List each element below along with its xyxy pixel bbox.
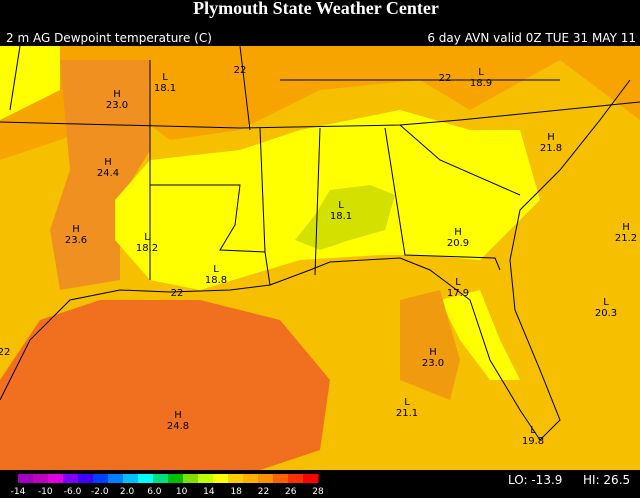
extreme-kind: L [455,277,461,288]
colorbar-swatch [213,474,229,483]
contour-label: 22 [439,73,452,84]
colorbar-label: 22 [258,487,269,497]
extreme-value: 24.4 [97,168,119,179]
colorbar-swatch [183,474,199,483]
colorbar-swatch [63,474,79,483]
state-line [259,124,521,276]
extreme-kind: L [338,200,344,211]
contour-label: 22 [0,347,10,358]
extreme-value: 23.6 [65,235,87,246]
colorbar-swatch [228,474,244,483]
state-line [150,184,271,286]
colorbar-label: 26 [285,487,297,497]
field-orange [400,290,460,400]
extreme-kind: H [72,224,80,235]
colorbar: -14 -10 -6.0 -2.0 2.0 6.0 10 14 18 22 26 28 [11,474,324,497]
extreme-value: 18.2 [136,243,158,254]
extreme-kind: H [547,132,555,143]
colorbar-label: 14 [203,487,215,497]
extreme-value: 19.8 [522,436,544,447]
colorbar-swatch [93,474,109,483]
contour-label: 22 [234,65,247,76]
colorbar-swatch [18,474,34,483]
extreme-kind: H [429,347,437,358]
extreme-value: 21.1 [396,408,418,419]
colorbar-swatch [258,474,274,483]
extreme-kind: H [104,157,112,168]
field-yellow [440,290,520,380]
extreme-value: 24.8 [167,421,189,432]
state-line [9,45,560,131]
extreme-value: 18.1 [330,211,352,222]
field-dark-orange [50,60,150,290]
extreme-kind: H [113,89,121,100]
extreme-value: 23.0 [422,358,444,369]
subtitle-right: 6 day AVN valid 0Z TUE 31 MAY 11 [427,31,636,45]
extreme-kind: H [622,222,630,233]
extreme-value: 21.8 [540,143,562,154]
colorbar-label: 28 [312,487,324,497]
high-value: HI: 26.5 [583,473,630,487]
colorbar-label: -10 [38,487,53,497]
colorbar-swatch [198,474,214,483]
colorbar-label: 6.0 [147,487,162,497]
colorbar-label: -2.0 [91,487,109,497]
colorbar-swatch [108,474,124,483]
extreme-kind: L [530,425,536,436]
colorbar-swatch [168,474,184,483]
colorbar-swatch [303,474,319,483]
extreme-value: 18.1 [154,83,176,94]
extreme-kind: L [144,232,150,243]
extreme-kind: L [404,397,410,408]
contour-label: 22 [171,288,184,299]
colorbar-swatch [48,474,64,483]
field-red-orange [0,300,330,470]
map-area [0,45,640,470]
extreme-kind: L [603,297,609,308]
colorbar-label: 2.0 [120,487,135,497]
low-value: LO: -13.9 [508,473,562,487]
extreme-kind: L [478,67,484,78]
colorbar-swatch [243,474,259,483]
colorbar-swatch [78,474,94,483]
extreme-value: 18.9 [470,78,492,89]
colorbar-label: 18 [230,487,242,497]
extreme-value: 17.9 [447,288,469,299]
colorbar-label: -14 [11,487,26,497]
extreme-kind: L [162,72,168,83]
field-green [295,185,395,250]
extreme-value: 23.0 [106,100,128,111]
colorbar-swatch [273,474,289,483]
colorbar-swatch [153,474,169,483]
extreme-kind: H [174,410,182,421]
field-yellow [0,46,60,120]
extreme-kind: L [213,264,219,275]
extreme-kind: H [454,227,462,238]
colorbar-label: 10 [176,487,188,497]
extreme-value: 20.3 [595,308,617,319]
coastline [0,79,631,441]
extreme-value: 20.9 [447,238,469,249]
subtitle-left: 2 m AG Dewpoint temperature (C) [6,31,212,45]
colorbar-swatch [138,474,154,483]
colorbar-swatch [123,474,139,483]
boundaries [0,45,640,441]
colorbar-label: -6.0 [64,487,82,497]
colorbar-swatch [288,474,304,483]
field-orange [0,46,640,160]
extreme-value: 18.8 [205,275,227,286]
extreme-value: 21.2 [615,233,637,244]
colorbar-swatch [33,474,49,483]
title: Plymouth State Weather Center [193,0,439,18]
